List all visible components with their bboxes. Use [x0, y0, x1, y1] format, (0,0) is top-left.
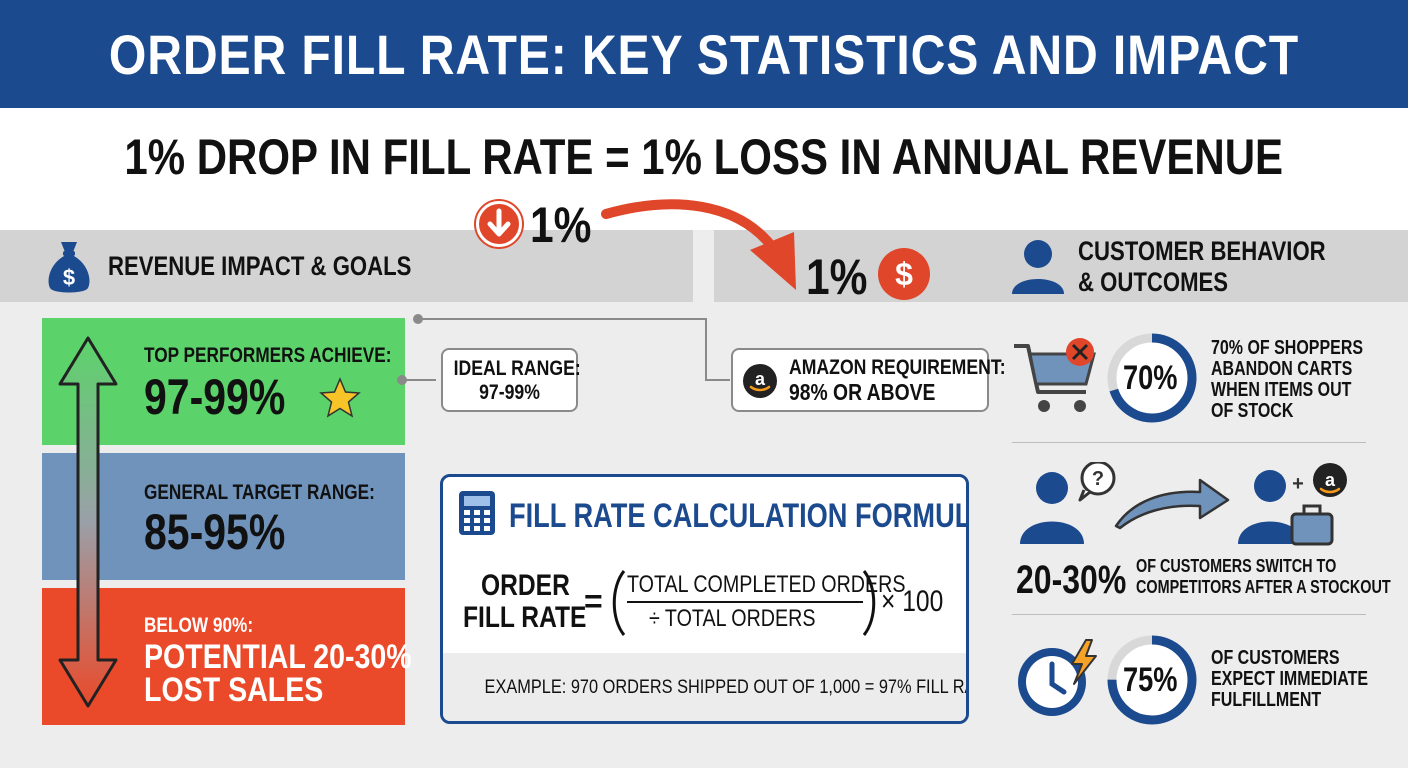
tier-value-line2: LOST SALES — [144, 671, 324, 709]
formula-paren-right — [862, 570, 876, 636]
tier-label: TOP PERFORMERS ACHIEVE: — [144, 344, 392, 367]
svg-text:$: $ — [63, 265, 75, 290]
stat-description: 70% OF SHOPPERS ABANDON CARTS WHEN ITEMS… — [1211, 337, 1364, 422]
cart-icon — [1014, 338, 1096, 412]
formula-numerator: TOTAL COMPLETED ORDERS — [627, 571, 906, 598]
down-arrow-icon — [476, 201, 522, 247]
question-person-icon: ? — [1020, 462, 1116, 544]
svg-text:+: + — [1292, 473, 1304, 495]
drop-label: 1% — [530, 197, 592, 253]
stat-value: 75% — [1123, 661, 1178, 699]
stat-description: OF CUSTOMERS SWITCH TO COMPETITORS AFTER… — [1136, 556, 1391, 597]
amazon-value: 98% OR ABOVE — [789, 379, 936, 405]
amazon-icon: a — [743, 364, 777, 398]
competitor-shopper-icon: + a — [1238, 463, 1347, 546]
tier-label: GENERAL TARGET RANGE: — [144, 481, 375, 504]
tier-label: BELOW 90%: — [144, 614, 254, 637]
headline: 1% DROP IN FILL RATE = 1% LOSS IN ANNUAL… — [124, 129, 1284, 185]
formula-title: FILL RATE CALCULATION FORMULA — [509, 497, 969, 535]
left-section-title: REVENUE IMPACT & GOALS — [108, 251, 412, 281]
switch-arrow-icon — [1114, 478, 1230, 530]
dollar-icon: $ — [878, 248, 930, 300]
formula-denominator: ÷ TOTAL ORDERS — [649, 605, 816, 632]
calculator-icon — [459, 491, 495, 535]
stat-value: 20-30% — [1016, 558, 1127, 602]
amazon-label: AMAZON REQUIREMENT: — [789, 356, 1006, 379]
divider — [1012, 614, 1366, 615]
formula-box: FILL RATE CALCULATION FORMULA ORDER FILL… — [440, 474, 969, 724]
stat-description: OF CUSTOMERS EXPECT IMMEDIATE FULFILLMEN… — [1211, 647, 1369, 711]
fraction-bar — [627, 601, 863, 603]
tier-below-90: BELOW 90%: POTENTIAL 20-30% LOST SALES — [42, 588, 412, 725]
right-section-title-line1: CUSTOMER BEHAVIOR — [1078, 236, 1326, 266]
stat-ring-70 — [1107, 333, 1197, 423]
loss-label: 1% — [806, 249, 868, 305]
tier-value-line1: POTENTIAL 20-30% — [144, 638, 412, 676]
title-band: ORDER FILL RATE: KEY STATISTICS AND IMPA… — [0, 0, 1408, 108]
divider — [1012, 442, 1366, 443]
tier-general-target: GENERAL TARGET RANGE: 85-95% — [42, 453, 405, 580]
stat-ring-75 — [1107, 635, 1197, 725]
page-title: ORDER FILL RATE: KEY STATISTICS AND IMPA… — [108, 22, 1300, 86]
formula-lhs-line2: FILL RATE — [463, 601, 587, 634]
svg-text:a: a — [755, 369, 766, 389]
svg-text:a: a — [1325, 470, 1336, 490]
person-icon — [1012, 240, 1064, 294]
money-bag-icon: $ — [48, 242, 90, 293]
formula-paren-left — [612, 570, 626, 636]
ideal-range-value: 97-99% — [479, 381, 540, 404]
left-section-bar — [0, 230, 693, 302]
tier-value: 97-99% — [144, 369, 286, 425]
tier-value: 85-95% — [144, 504, 286, 560]
svg-text:?: ? — [1092, 468, 1104, 490]
stat-value: 70% — [1123, 359, 1178, 397]
formula-equals: = — [584, 583, 603, 619]
star-icon — [319, 377, 361, 418]
curved-arrow-icon — [601, 199, 796, 290]
tier-top-performers: TOP PERFORMERS ACHIEVE: 97-99% — [42, 318, 405, 445]
ideal-range-label: IDEAL RANGE: — [453, 357, 581, 380]
connector-lines — [397, 314, 730, 385]
formula-multiplier: × 100 — [881, 585, 944, 618]
amazon-callout: a AMAZON REQUIREMENT: 98% OR ABOVE — [731, 348, 1006, 412]
formula-example: EXAMPLE: 970 ORDERS SHIPPED OUT OF 1,000… — [484, 677, 969, 698]
ideal-range-callout: IDEAL RANGE: 97-99% — [441, 348, 581, 412]
formula-example-band — [443, 653, 966, 721]
clock-icon — [1018, 639, 1097, 716]
right-section-title-line2: & OUTCOMES — [1078, 267, 1229, 297]
range-arrow-icon — [58, 336, 118, 708]
formula-lhs-line1: ORDER — [481, 569, 570, 602]
